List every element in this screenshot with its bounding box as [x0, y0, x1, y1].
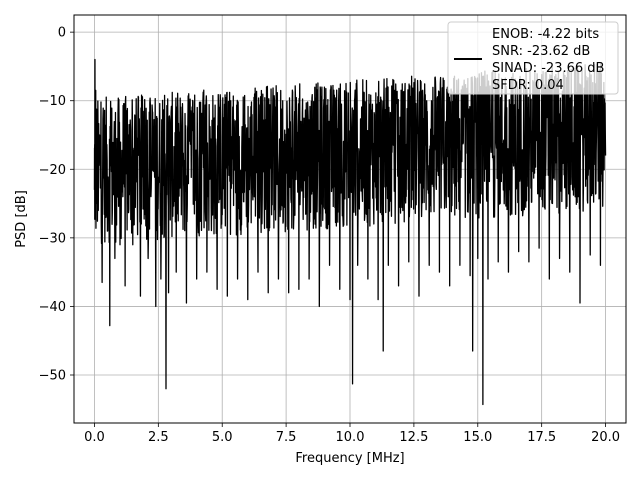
y-axis-label: PSD [dB] [14, 190, 29, 248]
y-tick-label: −40 [39, 300, 66, 315]
y-tick-label: 0 [58, 26, 66, 41]
y-tick-label: −30 [39, 231, 66, 246]
y-tick-label: −50 [39, 369, 66, 384]
legend-snr: SNR: -23.62 dB [492, 44, 590, 59]
psd-series-line [93, 58, 607, 406]
x-axis-label: Frequency [MHz] [295, 451, 404, 466]
series-layer [93, 58, 607, 406]
legend-sfdr: SFDR: 0.04 [492, 78, 564, 93]
x-tick-label: 7.5 [276, 430, 297, 445]
y-tick-label: −20 [39, 163, 66, 178]
x-tick-label: 5.0 [212, 430, 233, 445]
x-tick-label: 10.0 [336, 430, 365, 445]
legend-enob: ENOB: -4.22 bits [492, 27, 599, 42]
legend: ENOB: -4.22 bits SNR: -23.62 dB SINAD: -… [447, 21, 619, 95]
x-tick-label: 12.5 [399, 430, 428, 445]
y-tick-label: −10 [39, 94, 66, 109]
legend-box [447, 21, 619, 95]
x-tick-label: 20.0 [591, 430, 620, 445]
axis-ticks: 0.0 2.5 5.0 7.5 10.0 12.5 15.0 17.5 20.0 0 −10 −20 −… [39, 26, 620, 445]
x-tick-label: 0.0 [84, 430, 105, 445]
x-tick-label: 15.0 [463, 430, 492, 445]
legend-sinad: SINAD: -23.66 dB [492, 61, 604, 76]
x-tick-label: 17.5 [527, 430, 556, 445]
x-tick-label: 2.5 [148, 430, 169, 445]
